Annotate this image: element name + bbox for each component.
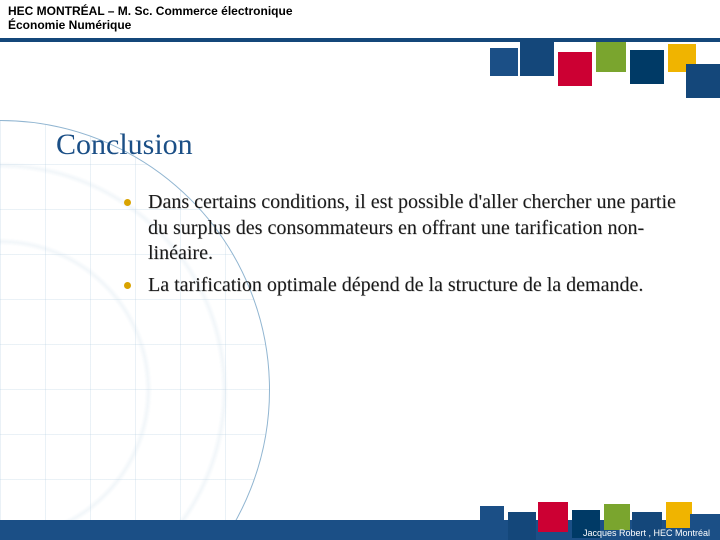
decor-square [538,502,568,532]
bullet-list: Dans certains conditions, il est possibl… [120,190,680,298]
decor-blocks-top [480,42,720,100]
decor-square [490,48,518,76]
decor-square [630,50,664,84]
slide: HEC MONTRÉAL – M. Sc. Commerce électroni… [0,0,720,540]
globe-decor [0,120,270,540]
decor-square [686,64,720,98]
bullet-dot-icon [124,282,131,289]
decor-square [520,42,554,76]
slide-title: Conclusion [56,128,193,162]
decor-square [508,512,536,540]
decor-square [666,502,692,528]
header: HEC MONTRÉAL – M. Sc. Commerce électroni… [0,0,720,42]
bullet-item: Dans certains conditions, il est possibl… [120,190,680,267]
decor-square [558,52,592,86]
header-line1: HEC MONTRÉAL – M. Sc. Commerce électroni… [8,4,712,18]
decor-square [480,506,504,530]
decor-square [604,504,630,530]
bullet-text: Dans certains conditions, il est possibl… [148,191,676,264]
bullet-text: La tarification optimale dépend de la st… [148,274,643,296]
body-text: Dans certains conditions, il est possibl… [120,190,680,304]
header-line2: Économie Numérique [8,18,712,32]
footer-text: Jacques Robert , HEC Montréal [583,528,710,538]
bullet-dot-icon [124,199,131,206]
decor-square [596,42,626,72]
bullet-item: La tarification optimale dépend de la st… [120,273,680,299]
